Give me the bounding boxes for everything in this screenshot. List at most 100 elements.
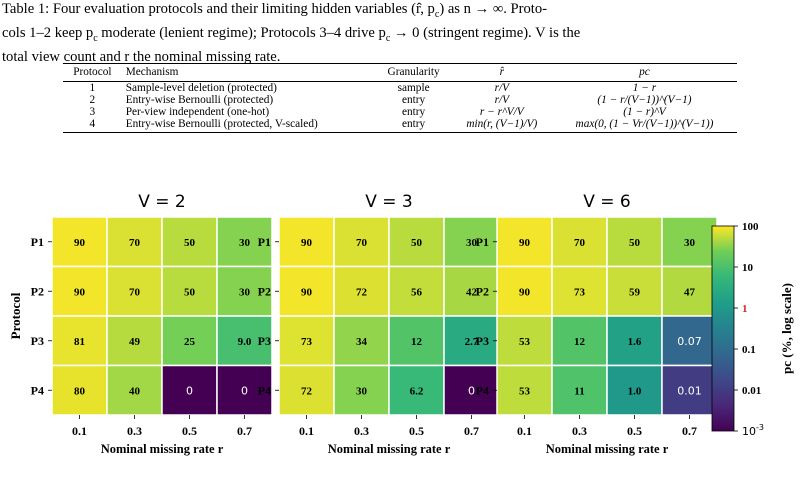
cell-protocol: 3 [89,106,96,118]
cell-value-label: 90 [519,286,531,298]
cell-value-label: 42 [466,286,478,298]
heatmap-panel: V = 6 90 70 50 30 90 73 59 47 53 12 1.6 0.07 53 11 1.0 0… [476,192,718,456]
cell-value-label: 0 [468,384,475,397]
y-tick-label: P4 [31,383,44,397]
cell-pc: 1 − r [632,82,657,94]
caption-line1: Table 1: Four evaluation protocols and t… [2,1,547,20]
panel-title: V = 6 [583,192,631,212]
colorbar-gradient [711,225,735,432]
heatmap-cell [551,315,608,367]
x-tick-label: 0.3 [354,424,369,438]
heatmap-cell [106,265,163,317]
table-row: 3 Per-view independent (one-hot) entry r… [63,106,737,118]
cell-value-label: 47 [684,286,696,298]
cell-value-label: 90 [74,237,86,249]
cell-protocol: 2 [89,94,96,106]
heatmap-cell [606,265,663,317]
cell-granularity: sample [397,82,430,94]
y-tick-label: P3 [476,334,489,348]
header-mechanism: Mechanism [121,63,376,82]
heatmap-figure: V = 2 90 70 50 30 90 70 50 30 81 49 25 9.0 80 40 0 0 0.1 0… [8,192,794,456]
cell-value-label: 0 [241,384,248,397]
colorbar-tick-label: 10 [742,262,754,274]
cell-granularity: entry [401,106,426,118]
cell-value-label: 40 [129,385,141,397]
table-row: 1 Sample-level deletion (protected) samp… [63,82,737,95]
header-granularity: Granularity [375,63,452,82]
heatmap-cell [161,364,218,416]
header-protocol: Protocol [63,63,122,82]
heatmap-cell [661,216,718,268]
cell-rhat: min(r, (V−1)/V) [451,118,552,133]
x-axis-label: Nominal missing rate r [546,442,669,456]
cell-value-label: 30 [466,237,478,249]
caption-line3: total view count and r the nominal missi… [2,48,281,65]
heatmap-cell [216,364,273,416]
colorbar-tick-label: 1 [742,303,748,315]
colorbar-label: pc (%, log scale) [779,283,794,374]
header-pc: pc [551,63,737,82]
cell-value-label: 70 [356,237,368,249]
cell-pc: (1 − r)^V [623,106,666,118]
heatmap-cell [278,216,335,268]
table-caption: Table 1: Four evaluation protocols and t… [2,0,803,66]
cell-value-label: 12 [411,336,423,348]
cell-value-label: 70 [129,237,141,249]
cell-mechanism: Entry-wise Bernoulli (protected) [125,94,274,106]
x-axis-label: Nominal missing rate r [328,442,451,456]
x-tick-label: 0.3 [127,424,142,438]
cell-value-label: 70 [574,237,586,249]
cell-value-label: 12 [574,336,586,348]
cell-value-label: 70 [129,286,141,298]
cell-value-label: 90 [301,286,313,298]
cell-rhat: r/V [494,94,510,106]
x-tick-label: 0.7 [237,424,252,438]
cell-value-label: 1.0 [628,385,642,397]
cell-pc: max(0, (1 − Vr/(V−1))^(V−1)) [551,118,737,133]
table-row: 2 Entry-wise Bernoulli (protected) entry… [63,94,737,106]
cell-protocol: 1 [89,82,96,94]
cell-value-label: 72 [301,385,313,397]
heatmap-cell [496,216,553,268]
cell-mechanism: Per-view independent (one-hot) [125,106,270,118]
cell-mechanism: Sample-level deletion (protected) [125,82,277,94]
heatmap-cell [388,315,445,367]
y-tick-label: P3 [31,334,44,348]
cell-pc: (1 − r/(V−1))^(V−1) [597,94,692,106]
cell-value-label: 53 [519,385,531,397]
heatmap-cell [161,265,218,317]
colorbar-tick-label: 10-3 [742,423,764,438]
cell-value-label: 9.0 [238,336,252,348]
cell-value-label: 73 [301,336,313,348]
cell-value-label: 50 [184,286,196,298]
x-tick-label: 0.5 [627,424,642,438]
caption-line2: cols 1–2 keep pc moderate (lenient regim… [2,24,581,44]
y-tick-label: P2 [476,284,489,298]
cell-value-label: 6.2 [410,385,424,397]
colorbar-tick-label: 100 [742,221,759,233]
panel-title: V = 2 [138,192,186,212]
heatmap-cell [106,364,163,416]
cell-value-label: 11 [574,385,584,397]
heatmap-cell [278,315,335,367]
table-row: 4 Entry-wise Bernoulli (protected, V-sca… [63,118,737,133]
cell-value-label: 59 [629,286,641,298]
x-tick-label: 0.1 [299,424,314,438]
cell-granularity: entry [375,118,452,133]
cell-mechanism: Entry-wise Bernoulli (protected, V-scale… [121,118,376,133]
cell-value-label: 30 [356,385,368,397]
x-tick-label: 0.5 [182,424,197,438]
x-tick-label: 0.3 [572,424,587,438]
table-header-row: Protocol Mechanism Granularity r̂ pc [63,63,737,82]
x-tick-label: 0.5 [409,424,424,438]
heatmap-cell [443,265,500,317]
x-axis-label: Nominal missing rate r [101,442,224,456]
heatmap-cell [51,315,108,367]
colorbar-tick-label: 0.01 [742,385,761,397]
cell-rhat: r/V [494,82,510,94]
cell-value-label: 30 [239,237,251,249]
cell-value-label: 0 [186,384,193,397]
y-tick-label: P4 [476,383,489,397]
cell-value-label: 53 [519,336,531,348]
y-tick-label: P3 [258,334,271,348]
